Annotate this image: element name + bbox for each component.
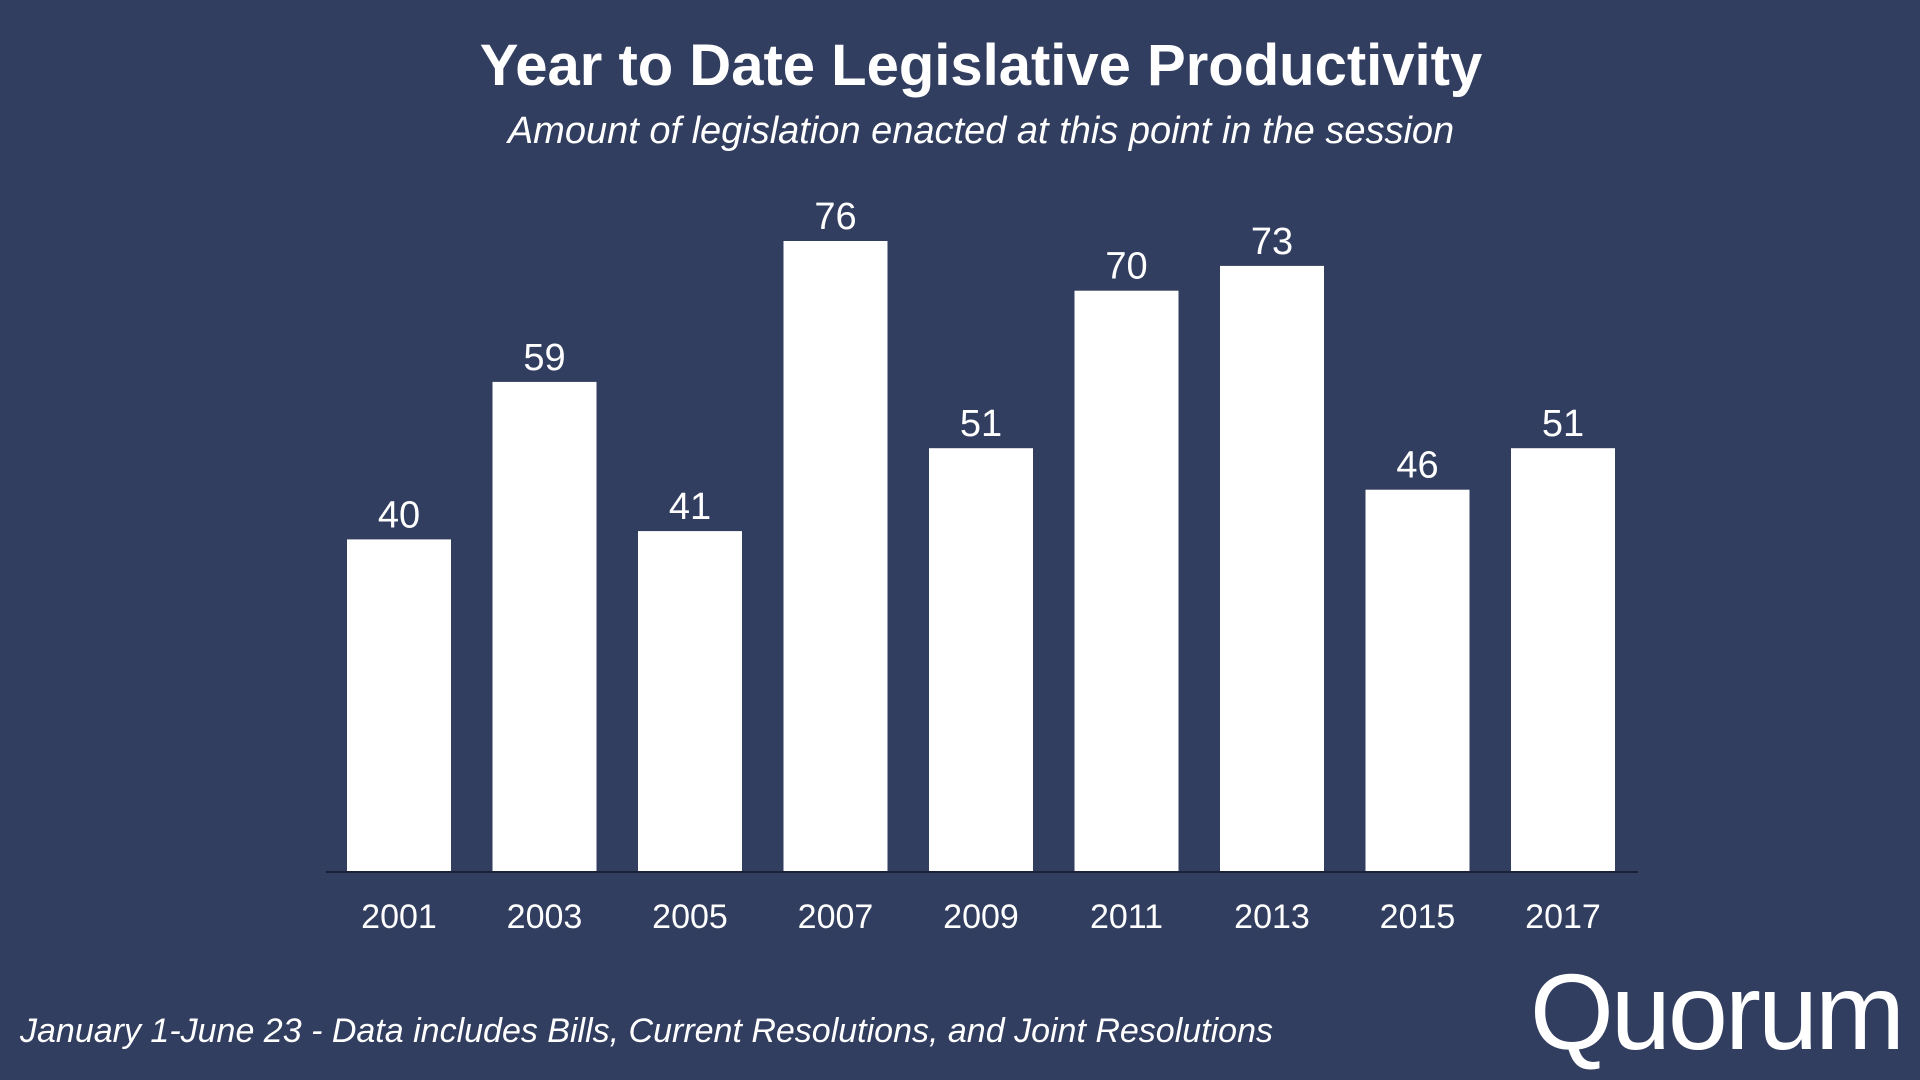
bar-2017 <box>1511 448 1615 871</box>
x-tick-label-2015: 2015 <box>1380 898 1456 936</box>
bar-2007 <box>783 241 888 871</box>
bar-2009 <box>929 448 1033 871</box>
bar-2005 <box>638 531 742 871</box>
bar-2001 <box>347 539 451 871</box>
bar-2011 <box>1074 290 1179 871</box>
value-label-2017: 51 <box>1542 403 1584 445</box>
x-tick-label-2013: 2013 <box>1234 898 1310 936</box>
x-tick-label-2017: 2017 <box>1525 898 1601 936</box>
bar-group <box>347 241 1615 871</box>
value-label-2003: 59 <box>523 337 565 379</box>
footnote: January 1-June 23 - Data includes Bills,… <box>20 1012 1273 1050</box>
chart-title: Year to Date Legislative Productivity <box>479 33 1483 98</box>
value-label-2015: 46 <box>1396 445 1438 487</box>
value-label-2011: 70 <box>1105 246 1147 288</box>
x-tick-label-2003: 2003 <box>507 898 583 936</box>
value-label-2001: 40 <box>378 494 420 536</box>
x-tick-label-group: 2001 2003 2005 2007 2009 2011 2013 2015 2017 <box>361 898 1601 936</box>
x-tick-label-2009: 2009 <box>943 898 1019 936</box>
value-label-group: 40 59 41 76 51 70 73 46 51 <box>378 196 1584 536</box>
quorum-logo: Quorum <box>1529 951 1905 1072</box>
value-label-2005: 41 <box>669 486 711 528</box>
x-tick-label-2007: 2007 <box>798 898 874 936</box>
chart-subtitle: Amount of legislation enacted at this po… <box>507 110 1455 152</box>
bar-2015 <box>1365 489 1470 871</box>
x-tick-label-2005: 2005 <box>652 898 728 936</box>
value-label-2009: 51 <box>960 403 1002 445</box>
value-label-2013: 73 <box>1251 221 1293 263</box>
x-tick-label-2001: 2001 <box>361 898 437 936</box>
x-tick-label-2011: 2011 <box>1090 898 1163 936</box>
bar-2003 <box>492 381 597 871</box>
value-label-2007: 76 <box>814 196 856 238</box>
bar-2013 <box>1220 265 1324 871</box>
